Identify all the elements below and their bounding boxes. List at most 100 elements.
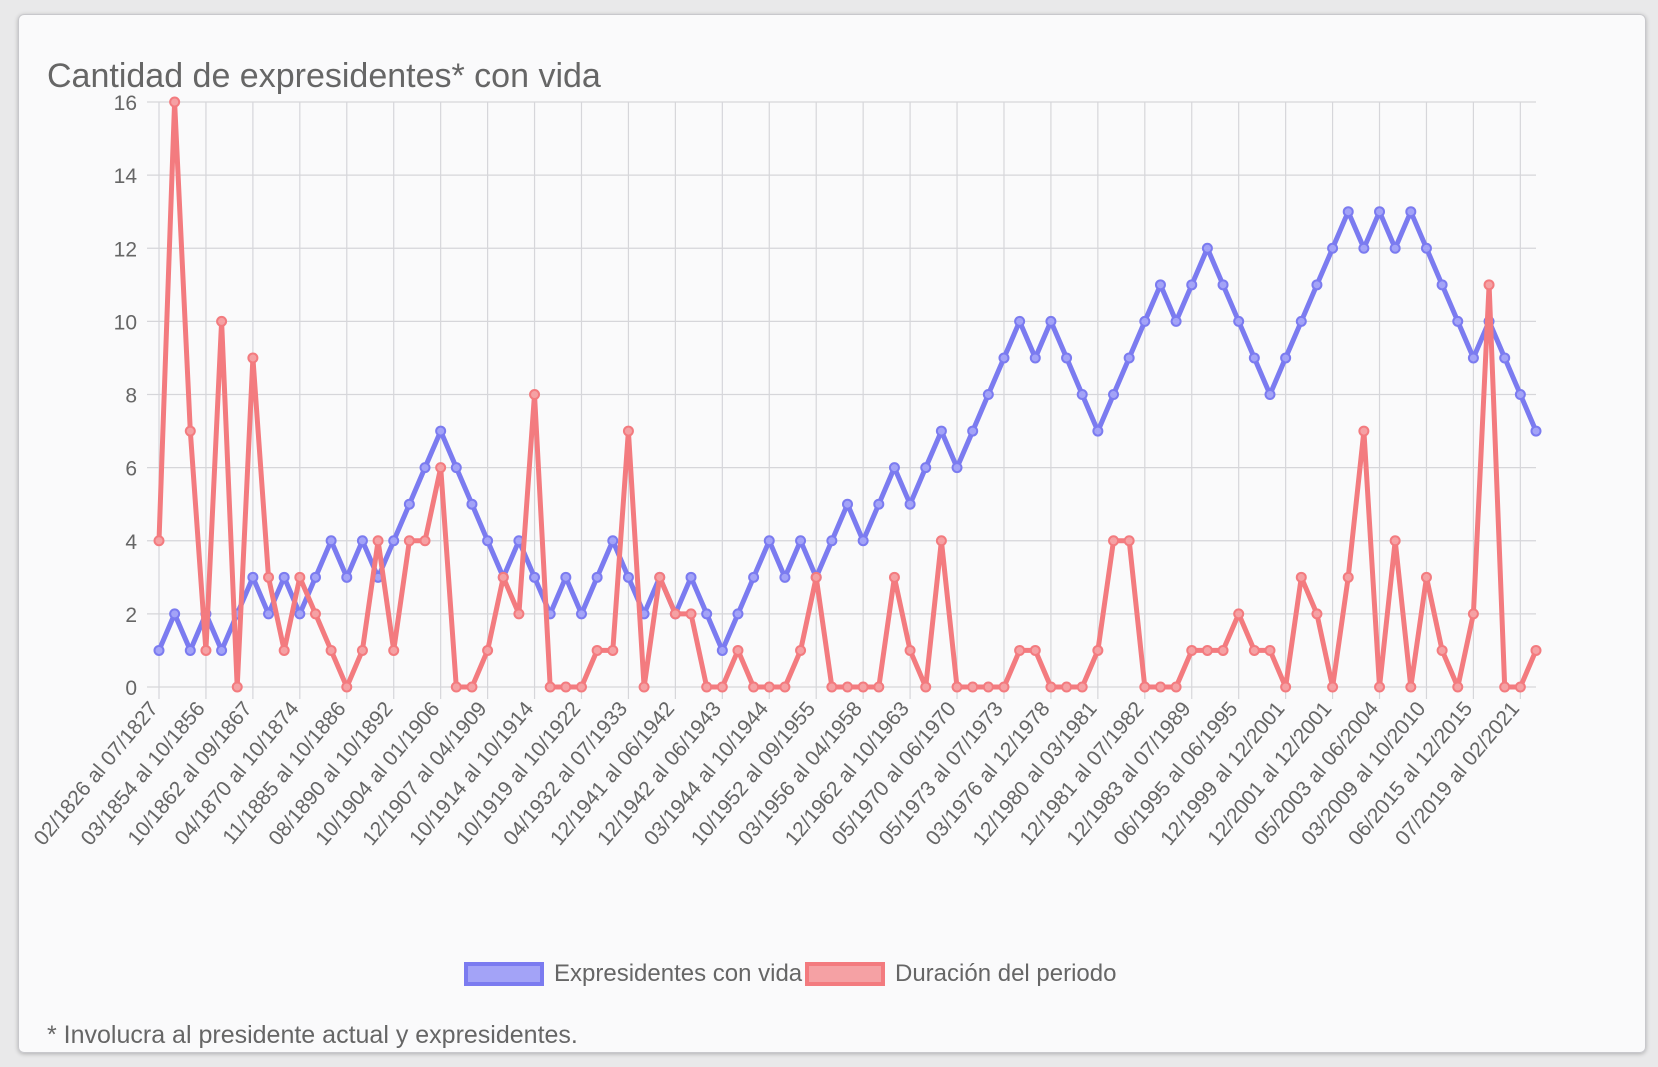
- data-point: [1358, 242, 1370, 254]
- data-point: [388, 644, 400, 656]
- data-point: [685, 571, 697, 583]
- data-point: [1514, 681, 1526, 693]
- data-point: [873, 498, 885, 510]
- data-point: [1358, 425, 1370, 437]
- data-point: [1514, 389, 1526, 400]
- data-point: [294, 571, 306, 583]
- data-point: [372, 535, 384, 547]
- data-point: [1389, 242, 1401, 254]
- data-point: [1233, 608, 1245, 620]
- data-point: [826, 535, 838, 547]
- data-point: [1467, 608, 1479, 620]
- data-point: [888, 571, 900, 583]
- legend-label-expresidentes: Expresidentes con vida: [554, 960, 803, 987]
- data-point: [1374, 681, 1386, 693]
- data-point: [795, 644, 807, 656]
- data-point: [685, 608, 697, 620]
- data-point: [888, 462, 900, 474]
- data-point: [1452, 681, 1464, 693]
- data-point: [575, 681, 587, 693]
- data-point: [200, 644, 212, 656]
- data-point: [184, 425, 196, 437]
- y-tick-label: 0: [125, 677, 137, 700]
- chart-card: Cantidad de expresidentes* con vida 0 2 4 6…: [18, 14, 1646, 1053]
- data-point: [466, 498, 478, 510]
- data-point: [1061, 352, 1073, 364]
- data-point: [1264, 389, 1276, 400]
- data-point: [701, 681, 713, 693]
- chart-footnote: * Involucra al presidente actual y expre…: [47, 1021, 578, 1049]
- data-point: [1217, 644, 1229, 656]
- legend-item-duracion[interactable]: Duración del periodo: [805, 959, 1116, 989]
- data-point: [278, 644, 290, 656]
- data-point: [419, 535, 431, 547]
- data-point: [1092, 425, 1104, 437]
- data-point: [419, 462, 431, 474]
- data-point: [231, 681, 243, 693]
- data-point: [732, 608, 744, 620]
- data-point: [1092, 644, 1104, 656]
- data-point: [1264, 644, 1276, 656]
- data-point: [1123, 352, 1135, 364]
- data-point: [309, 608, 321, 620]
- data-point: [356, 535, 368, 547]
- data-point: [482, 644, 494, 656]
- data-point: [732, 644, 744, 656]
- data-point: [560, 571, 572, 583]
- data-point: [560, 681, 572, 693]
- y-tick-label: 4: [125, 531, 137, 554]
- y-tick-label: 14: [114, 165, 138, 188]
- data-point: [1327, 242, 1339, 254]
- data-point: [216, 315, 228, 327]
- data-point: [920, 681, 932, 693]
- data-point: [1327, 681, 1339, 693]
- data-point: [1436, 644, 1448, 656]
- data-point: [325, 535, 337, 547]
- data-point: [779, 571, 791, 583]
- data-point: [575, 608, 587, 620]
- data-point: [435, 425, 447, 437]
- data-point: [607, 535, 619, 547]
- data-point: [403, 535, 415, 547]
- data-point: [325, 644, 337, 656]
- data-point: [184, 644, 196, 656]
- y-tick-label: 16: [114, 92, 137, 115]
- legend-item-expresidentes[interactable]: Expresidentes con vida: [464, 959, 802, 989]
- data-point: [935, 535, 947, 547]
- data-point: [482, 535, 494, 547]
- legend-swatch-expresidentes: [464, 962, 544, 986]
- data-point: [1311, 608, 1323, 620]
- series-layer: [153, 96, 1542, 693]
- legend-swatch-duracion: [805, 962, 885, 986]
- data-point: [622, 425, 634, 437]
- chart-title: Cantidad de expresidentes* con vida: [47, 57, 601, 95]
- data-point: [1295, 571, 1307, 583]
- data-point: [1499, 681, 1511, 693]
- data-point: [951, 462, 963, 474]
- data-point: [1045, 315, 1057, 327]
- data-point: [904, 644, 916, 656]
- data-point: [529, 571, 541, 583]
- legend-label-duracion: Duración del periodo: [895, 960, 1117, 987]
- series-1: [153, 96, 1542, 693]
- data-point: [826, 681, 838, 693]
- data-point: [403, 498, 415, 510]
- data-point: [1154, 279, 1166, 291]
- data-point: [1295, 315, 1307, 327]
- data-point: [1045, 681, 1057, 693]
- data-point: [1076, 389, 1088, 400]
- data-point: [1452, 315, 1464, 327]
- data-point: [795, 535, 807, 547]
- data-point: [1483, 279, 1495, 291]
- data-point: [779, 681, 791, 693]
- data-point: [497, 571, 509, 583]
- data-point: [1389, 535, 1401, 547]
- data-point: [1108, 535, 1120, 547]
- data-point: [935, 425, 947, 437]
- data-point: [388, 535, 400, 547]
- data-point: [513, 608, 525, 620]
- data-point: [309, 571, 321, 583]
- data-point: [857, 681, 869, 693]
- data-point: [216, 644, 228, 656]
